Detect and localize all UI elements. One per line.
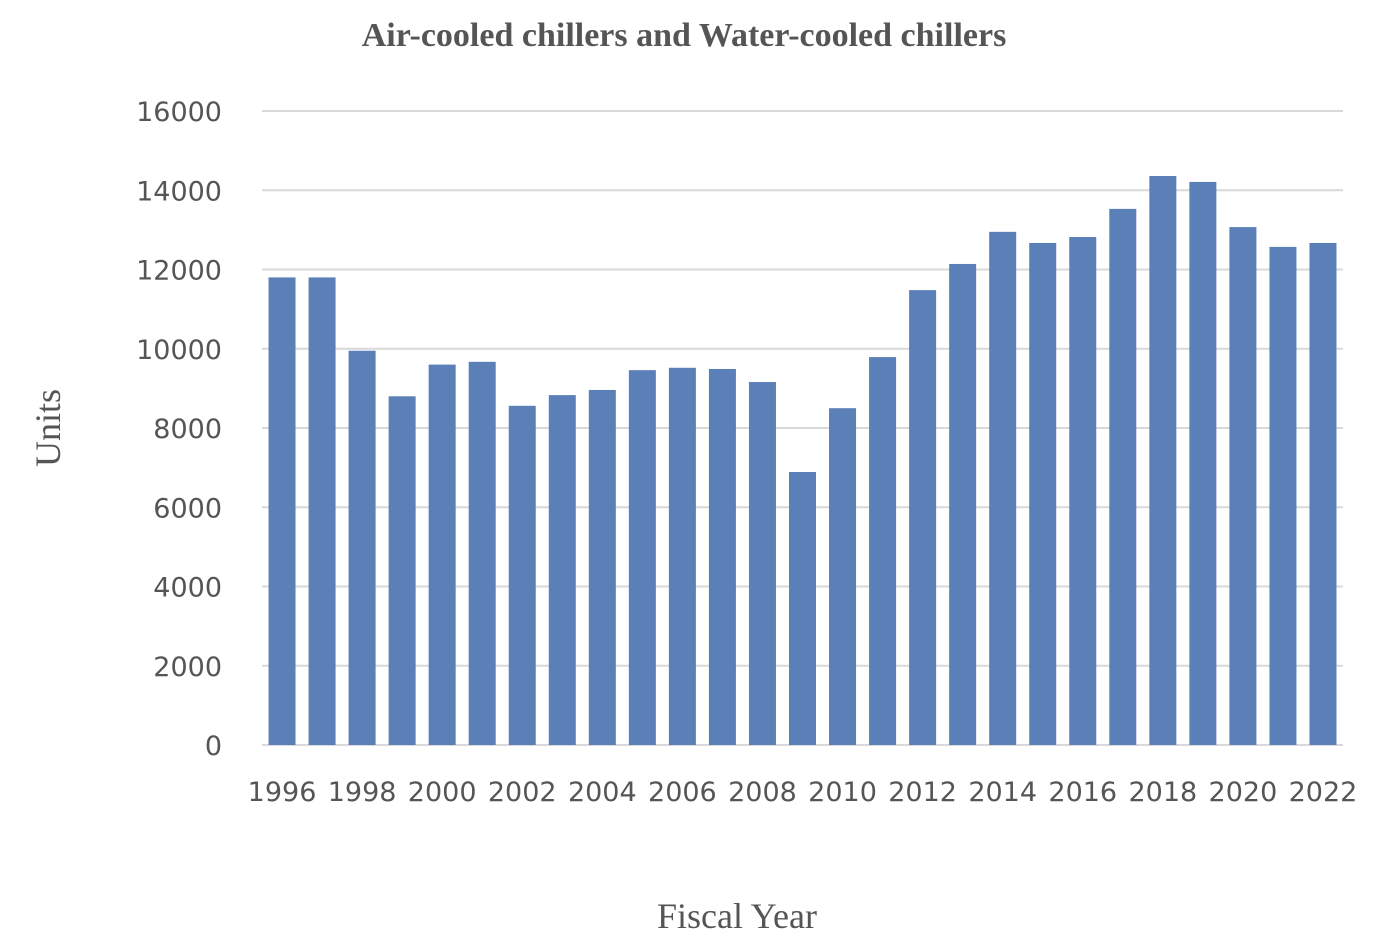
bar-2010 bbox=[829, 408, 857, 745]
x-axis-title: Fiscal Year bbox=[657, 896, 817, 936]
y-tick-label: 8000 bbox=[153, 414, 222, 445]
y-tick-label: 16000 bbox=[136, 97, 222, 128]
bar-2017 bbox=[1109, 208, 1137, 745]
y-tick-label: 4000 bbox=[153, 573, 222, 604]
bar-2003 bbox=[548, 395, 576, 745]
x-tick-label: 2006 bbox=[648, 777, 717, 808]
bar-2021 bbox=[1269, 246, 1297, 745]
y-tick-label: 12000 bbox=[136, 256, 222, 287]
x-tick-label: 2012 bbox=[888, 777, 957, 808]
bar-2012 bbox=[909, 290, 937, 745]
bar-2008 bbox=[748, 382, 776, 745]
bar-2006 bbox=[668, 367, 696, 745]
bar-2001 bbox=[468, 361, 496, 745]
bar-1999 bbox=[388, 396, 416, 745]
bar-2011 bbox=[869, 357, 897, 745]
chart-title: Air-cooled chillers and Water-cooled chi… bbox=[362, 17, 1007, 54]
x-tick-label: 2002 bbox=[488, 777, 557, 808]
bar-2009 bbox=[789, 471, 816, 745]
bar-1996 bbox=[268, 277, 296, 745]
bar-2000 bbox=[428, 364, 456, 745]
bar-1997 bbox=[308, 277, 336, 745]
bar-2014 bbox=[989, 231, 1017, 745]
x-tick-label: 2008 bbox=[728, 777, 797, 808]
bar-2007 bbox=[708, 368, 736, 745]
x-tick-label: 2000 bbox=[408, 777, 477, 808]
x-tick-label: 2022 bbox=[1289, 777, 1358, 808]
bar-2015 bbox=[1029, 242, 1057, 746]
y-tick-label: 6000 bbox=[153, 493, 222, 524]
x-tick-label: 1998 bbox=[328, 777, 397, 808]
bar-2022 bbox=[1309, 242, 1337, 746]
bar-2005 bbox=[628, 370, 656, 745]
bar-2016 bbox=[1069, 237, 1097, 745]
bar-1998 bbox=[348, 350, 376, 745]
y-axis-title: Units bbox=[28, 389, 68, 467]
bar-2020 bbox=[1229, 227, 1257, 745]
x-tick-label: 2020 bbox=[1209, 777, 1278, 808]
x-tick-label: 2016 bbox=[1048, 777, 1117, 808]
x-tick-label: 2018 bbox=[1128, 777, 1197, 808]
bar-2002 bbox=[508, 405, 536, 745]
x-tick-label: 2014 bbox=[968, 777, 1037, 808]
bar-2004 bbox=[588, 389, 616, 745]
x-tick-label: 1996 bbox=[248, 777, 317, 808]
y-tick-label: 10000 bbox=[136, 335, 222, 366]
bar-2019 bbox=[1189, 181, 1217, 745]
y-tick-label: 0 bbox=[205, 731, 222, 762]
bar-2018 bbox=[1149, 175, 1177, 746]
bar-2013 bbox=[949, 263, 977, 745]
y-tick-label: 14000 bbox=[136, 176, 222, 207]
x-tick-label: 2004 bbox=[568, 777, 637, 808]
y-tick-label: 2000 bbox=[153, 652, 222, 683]
x-tick-label: 2010 bbox=[808, 777, 877, 808]
